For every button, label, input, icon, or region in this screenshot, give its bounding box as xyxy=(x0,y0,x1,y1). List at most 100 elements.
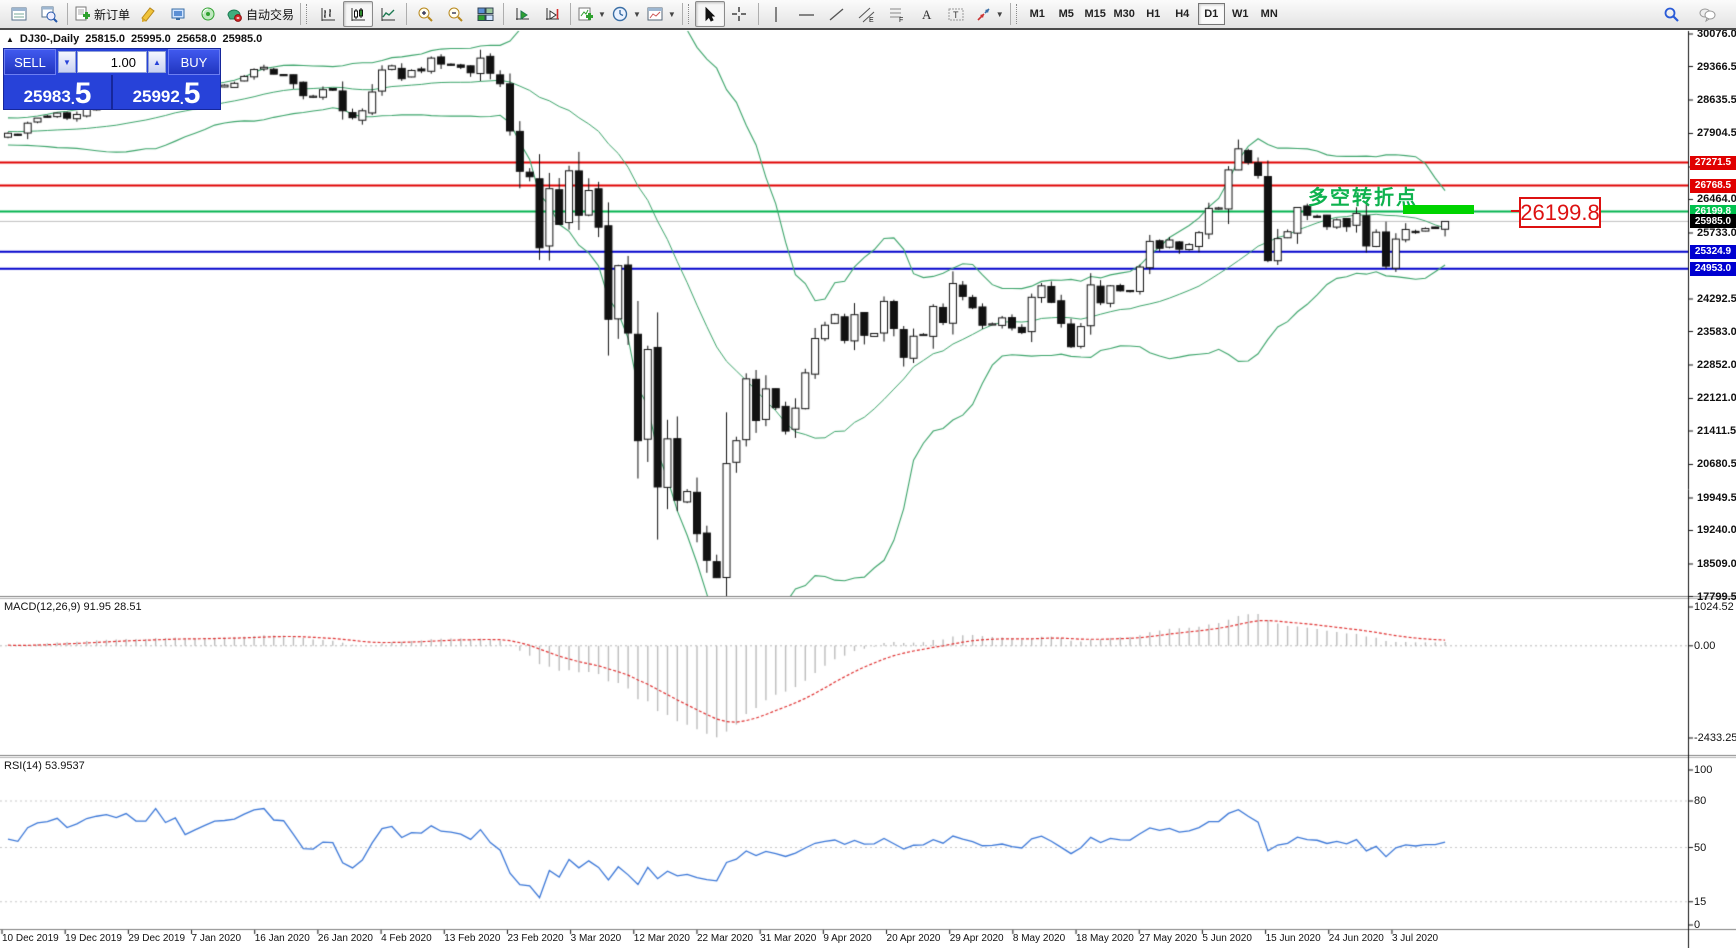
axis-tick-label: 80 xyxy=(1694,795,1707,807)
toolbar-drag-handle[interactable] xyxy=(306,4,309,24)
axis-tick-label: 0.00 xyxy=(1694,639,1716,652)
toolbar-drag-handle[interactable] xyxy=(1015,4,1019,24)
timeframe-mn-button[interactable]: MN xyxy=(1260,8,1278,20)
signals-button[interactable] xyxy=(193,1,223,27)
channel-icon: E xyxy=(858,6,875,23)
cursor-button[interactable] xyxy=(694,1,725,27)
volume-increase-button[interactable]: ▲ xyxy=(148,51,166,73)
templates-button[interactable]: ▼ xyxy=(644,1,679,27)
axis-tick-label: 1024.52 xyxy=(1694,600,1734,613)
axis-tick-label: 18509.0 xyxy=(1697,557,1736,570)
collapse-triangle-icon[interactable]: ▲ xyxy=(6,34,14,44)
volume-decrease-button[interactable]: ▼ xyxy=(58,51,76,73)
trendline-button[interactable] xyxy=(822,1,852,27)
terminal-icon xyxy=(170,6,187,23)
dropdown-arrow-icon[interactable]: ▼ xyxy=(667,9,676,19)
volume-input[interactable]: 1.00 xyxy=(77,51,147,73)
sell-price[interactable]: 25983. 5 xyxy=(4,75,113,109)
axis-tick-label: 25733.0 xyxy=(1697,226,1736,239)
dropdown-arrow-icon[interactable]: ▼ xyxy=(598,9,606,19)
line-chart-button[interactable] xyxy=(373,1,403,27)
svg-text:A: A xyxy=(922,7,932,22)
timeframe-m1-button[interactable]: M1 xyxy=(1029,8,1045,20)
date-tick-label: 22 Mar 2020 xyxy=(696,933,754,944)
terminal-button[interactable] xyxy=(163,1,193,27)
date-tick-label: 3 Mar 2020 xyxy=(570,933,622,944)
fibonacci-button[interactable]: F xyxy=(882,1,912,27)
auto-scroll-icon xyxy=(514,6,531,23)
horizontal-line-icon xyxy=(798,6,815,23)
chat-button[interactable] xyxy=(1692,1,1722,27)
channel-button[interactable]: E xyxy=(852,1,882,27)
one-click-trading-panel: SELL ▼ 1.00 ▲ BUY 25983. 5 25992. 5 xyxy=(3,48,221,110)
buy-button[interactable]: BUY xyxy=(168,49,220,75)
date-tick-label: 26 Jan 2020 xyxy=(317,933,373,944)
sell-button[interactable]: SELL xyxy=(4,49,56,75)
autotrading-button[interactable]: 自动交易 xyxy=(223,1,297,27)
trendline-icon xyxy=(828,6,845,23)
dropdown-arrow-icon[interactable]: ▼ xyxy=(995,9,1004,19)
axis-tick-label: 100 xyxy=(1694,764,1713,776)
date-tick-label: 18 May 2020 xyxy=(1076,933,1134,944)
crosshair-button[interactable] xyxy=(725,1,755,27)
bar-chart-button[interactable] xyxy=(313,1,343,27)
price-callout-dash xyxy=(1511,210,1519,212)
price-line-label: 27271.5 xyxy=(1690,155,1736,170)
vertical-line-button[interactable] xyxy=(762,1,792,27)
timeframe-m5-button[interactable]: M5 xyxy=(1058,8,1074,20)
metaeditor-button[interactable] xyxy=(133,1,163,27)
tile-windows-button[interactable] xyxy=(470,1,500,27)
text-icon: A xyxy=(918,6,935,23)
date-tick-label: 27 May 2020 xyxy=(1139,933,1198,944)
horizontal-line-button[interactable] xyxy=(792,1,822,27)
toolbar-separator xyxy=(1009,3,1011,25)
toolbar-drag-handle[interactable] xyxy=(687,4,691,24)
date-tick-label: 15 Jun 2020 xyxy=(1265,933,1321,944)
timeframe-h1-button[interactable]: H1 xyxy=(1146,8,1161,20)
price-line-label: 26768.5 xyxy=(1690,178,1736,193)
new-order-button[interactable]: 新订单 xyxy=(71,1,133,27)
periods-button[interactable]: ▼ xyxy=(609,1,644,27)
timeframe-w1-button[interactable]: W1 xyxy=(1231,8,1249,20)
signals-icon xyxy=(200,6,217,23)
axis-tick-label: 22121.0 xyxy=(1697,392,1736,405)
text-button[interactable]: A xyxy=(912,1,942,27)
toolbar-separator xyxy=(406,3,408,25)
axis-tick-label: 24292.5 xyxy=(1697,292,1736,305)
buy-price[interactable]: 25992. 5 xyxy=(132,77,201,110)
svg-text:T: T xyxy=(953,10,959,20)
date-tick-label: 13 Feb 2020 xyxy=(444,933,501,944)
candlestick-button[interactable] xyxy=(343,1,374,27)
auto-scroll-button[interactable] xyxy=(507,1,537,27)
timeframe-m30-button[interactable]: M30 xyxy=(1113,8,1135,20)
zoom-in-button[interactable] xyxy=(410,1,440,27)
chart-window-button[interactable] xyxy=(4,1,34,27)
templates-icon xyxy=(647,6,664,23)
date-tick-label: 24 Jun 2020 xyxy=(1328,933,1384,944)
chart-shift-button[interactable] xyxy=(537,1,567,27)
date-tick-label: 29 Dec 2019 xyxy=(128,933,186,944)
date-tick-label: 4 Feb 2020 xyxy=(381,933,432,944)
svg-text:E: E xyxy=(869,17,874,23)
green-rectangle-object xyxy=(1403,205,1474,214)
search-button[interactable] xyxy=(1656,1,1686,27)
zoom-out-icon xyxy=(447,6,464,23)
timeframe-m15-button[interactable]: M15 xyxy=(1084,8,1106,20)
date-tick-label: 19 Dec 2019 xyxy=(65,933,122,944)
axis-tick-label: 19949.5 xyxy=(1697,491,1736,504)
timeframe-d1-button[interactable]: D1 xyxy=(1197,3,1225,25)
axis-tick-label: 0 xyxy=(1694,919,1701,931)
candlestick-icon xyxy=(350,6,367,23)
toolbar: 新订单 自动交易 ▼ ▼ ▼ E F A T ▼ M1 M5 M15 M30 H1 H4 D1 W1 MN xyxy=(0,0,1736,30)
dropdown-arrow-icon[interactable]: ▼ xyxy=(632,9,641,19)
ohlc-high: 25995.0 xyxy=(131,33,171,45)
timeframe-h4-button[interactable]: H4 xyxy=(1175,8,1190,20)
indicators-button[interactable]: ▼ xyxy=(574,1,609,27)
data-window-button[interactable] xyxy=(34,1,64,27)
label-button[interactable]: T xyxy=(942,1,972,27)
zoom-out-button[interactable] xyxy=(440,1,470,27)
arrows-button[interactable]: ▼ xyxy=(972,1,1007,27)
price-line-label: 25324.9 xyxy=(1690,244,1736,259)
ohlc-close: 25985.0 xyxy=(222,33,263,45)
